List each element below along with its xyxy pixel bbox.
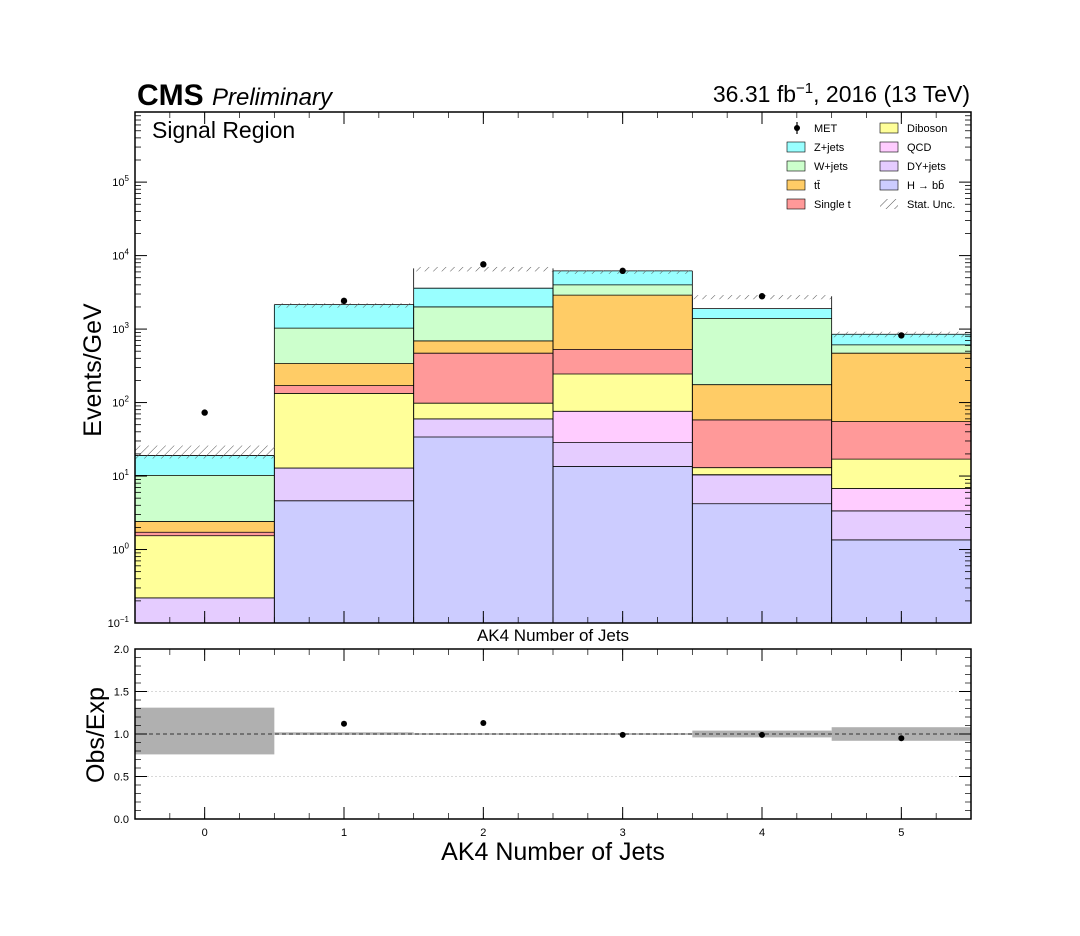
- ratio-point-4: [759, 731, 765, 738]
- ratio-point-5: [898, 735, 905, 742]
- legend-swatch-9: [880, 199, 898, 209]
- legend-swatch-4: [786, 160, 806, 172]
- legend-label-6: tt̄: [814, 180, 820, 192]
- main-y-tick-label-6: 105: [112, 174, 129, 189]
- ratio-x-tick-label-3: 3: [620, 827, 626, 839]
- legend-swatch-7: [879, 179, 899, 191]
- main-y-tick-base-6: 10: [112, 177, 124, 189]
- ratio-x-axis-label: AK4 Number of Jets: [441, 838, 665, 866]
- legend: MET Diboson Z+jets QCD W+jets DY+jets tt̄ H → b…: [786, 122, 955, 211]
- ratio-frame: [134, 648, 972, 820]
- lumi-value: 36.31 fb: [713, 81, 796, 107]
- stack-bar-0-5: [831, 539, 971, 623]
- legend-label-9: Stat. Unc.: [907, 199, 955, 211]
- data-point-3: [619, 267, 626, 275]
- stack-bar-0-2: [413, 436, 553, 623]
- ratio-x-tick-label-4: 4: [759, 827, 765, 839]
- ratio-unc-band-2: [413, 733, 553, 735]
- main-y-tick-label-1: 100: [112, 542, 129, 557]
- main-y-tick-label-4: 103: [112, 321, 129, 336]
- data-point-2: [480, 261, 487, 268]
- lumi-label: 36.31 fb−1, 2016 (13 TeV): [713, 80, 970, 107]
- legend-swatch-6: [786, 179, 806, 191]
- main-y-tick-base-3: 10: [112, 398, 124, 410]
- main-y-axis-label: Events/GeV: [79, 303, 107, 437]
- status-label: Preliminary: [212, 84, 334, 111]
- main-y-tick-exp-6: 5: [125, 174, 130, 183]
- ratio-y-tick-label-4: 2.0: [114, 644, 129, 656]
- main-y-tick-base-1: 10: [112, 545, 124, 557]
- legend-label-3: QCD: [907, 142, 932, 154]
- legend-swatch-1: [879, 122, 899, 134]
- main-y-tick-base-5: 10: [112, 251, 124, 263]
- ratio-y-tick-label-1: 0.5: [114, 772, 129, 784]
- main-frame: [134, 111, 972, 624]
- ratio-y-tick-label-3: 1.5: [114, 687, 129, 699]
- data-point-4: [758, 293, 766, 300]
- main-y-tick-label-5: 104: [112, 248, 129, 263]
- ratio-point-1: [341, 720, 347, 727]
- legend-label-8: Single t: [814, 199, 851, 211]
- legend-label-5: DY+jets: [907, 161, 946, 173]
- main-y-tick-exp-2: 1: [125, 468, 130, 477]
- region-label: Signal Region: [152, 117, 295, 143]
- main-y-tick-exp-5: 4: [125, 248, 130, 257]
- main-y-tick-base-0: 10: [108, 618, 120, 630]
- ratio-x-tick-label-5: 5: [898, 827, 904, 839]
- main-y-tick-exp-4: 3: [125, 321, 130, 330]
- ratio-plot: [135, 691, 971, 777]
- main-y-tick-base-2: 10: [112, 471, 124, 483]
- legend-label-7: H → bb̄: [907, 179, 944, 192]
- ratio-x-tick-label-0: 0: [202, 827, 208, 839]
- lumi-tail: , 2016 (13 TeV): [813, 81, 970, 107]
- legend-swatch-2: [786, 141, 806, 153]
- legend-swatch-8: [786, 198, 806, 210]
- stack-bar-0-4: [692, 503, 832, 623]
- main-y-tick-base-4: 10: [112, 324, 124, 336]
- ratio-unc-band-0: [135, 707, 275, 755]
- data-point-5: [898, 332, 905, 339]
- legend-swatch-3: [879, 141, 899, 153]
- main-y-tick-exp-3: 2: [125, 395, 130, 404]
- stack-bar-0-1: [274, 500, 414, 623]
- legend-label-0: MET: [814, 123, 838, 135]
- main-x-axis-label: AK4 Number of Jets: [477, 626, 629, 645]
- experiment-label: CMS: [137, 79, 204, 112]
- main-y-tick-label-3: 102: [112, 395, 129, 410]
- stat-unc-1: [274, 303, 414, 308]
- legend-label-2: Z+jets: [814, 142, 845, 154]
- main-y-tick-exp-0: −1: [120, 615, 130, 624]
- ratio-point-2: [480, 719, 487, 726]
- ratio-x-tick-label-1: 1: [341, 827, 347, 839]
- main-plot: [135, 261, 971, 623]
- main-y-tick-exp-1: 0: [125, 542, 130, 551]
- stack-bar-0-3: [553, 466, 693, 623]
- ratio-unc-band-1: [274, 732, 414, 735]
- ratio-y-tick-label-0: 0.0: [114, 814, 129, 826]
- ratio-point-3: [619, 731, 626, 738]
- data-point-0: [201, 409, 208, 416]
- lumi-exponent: −1: [796, 80, 813, 97]
- legend-swatch-5: [879, 160, 899, 172]
- ratio-x-tick-label-2: 2: [480, 827, 486, 839]
- data-point-1: [340, 297, 348, 305]
- main-y-tick-label-2: 101: [112, 468, 129, 483]
- stat-unc-2: [413, 266, 553, 272]
- main-y-tick-label-0: 10−1: [108, 615, 130, 630]
- ratio-y-axis-label: Obs/Exp: [82, 687, 110, 783]
- legend-label-1: Diboson: [907, 123, 947, 135]
- ratio-y-tick-label-2: 1.0: [114, 729, 129, 741]
- stat-unc-0: [135, 445, 275, 459]
- legend-label-4: W+jets: [814, 161, 848, 173]
